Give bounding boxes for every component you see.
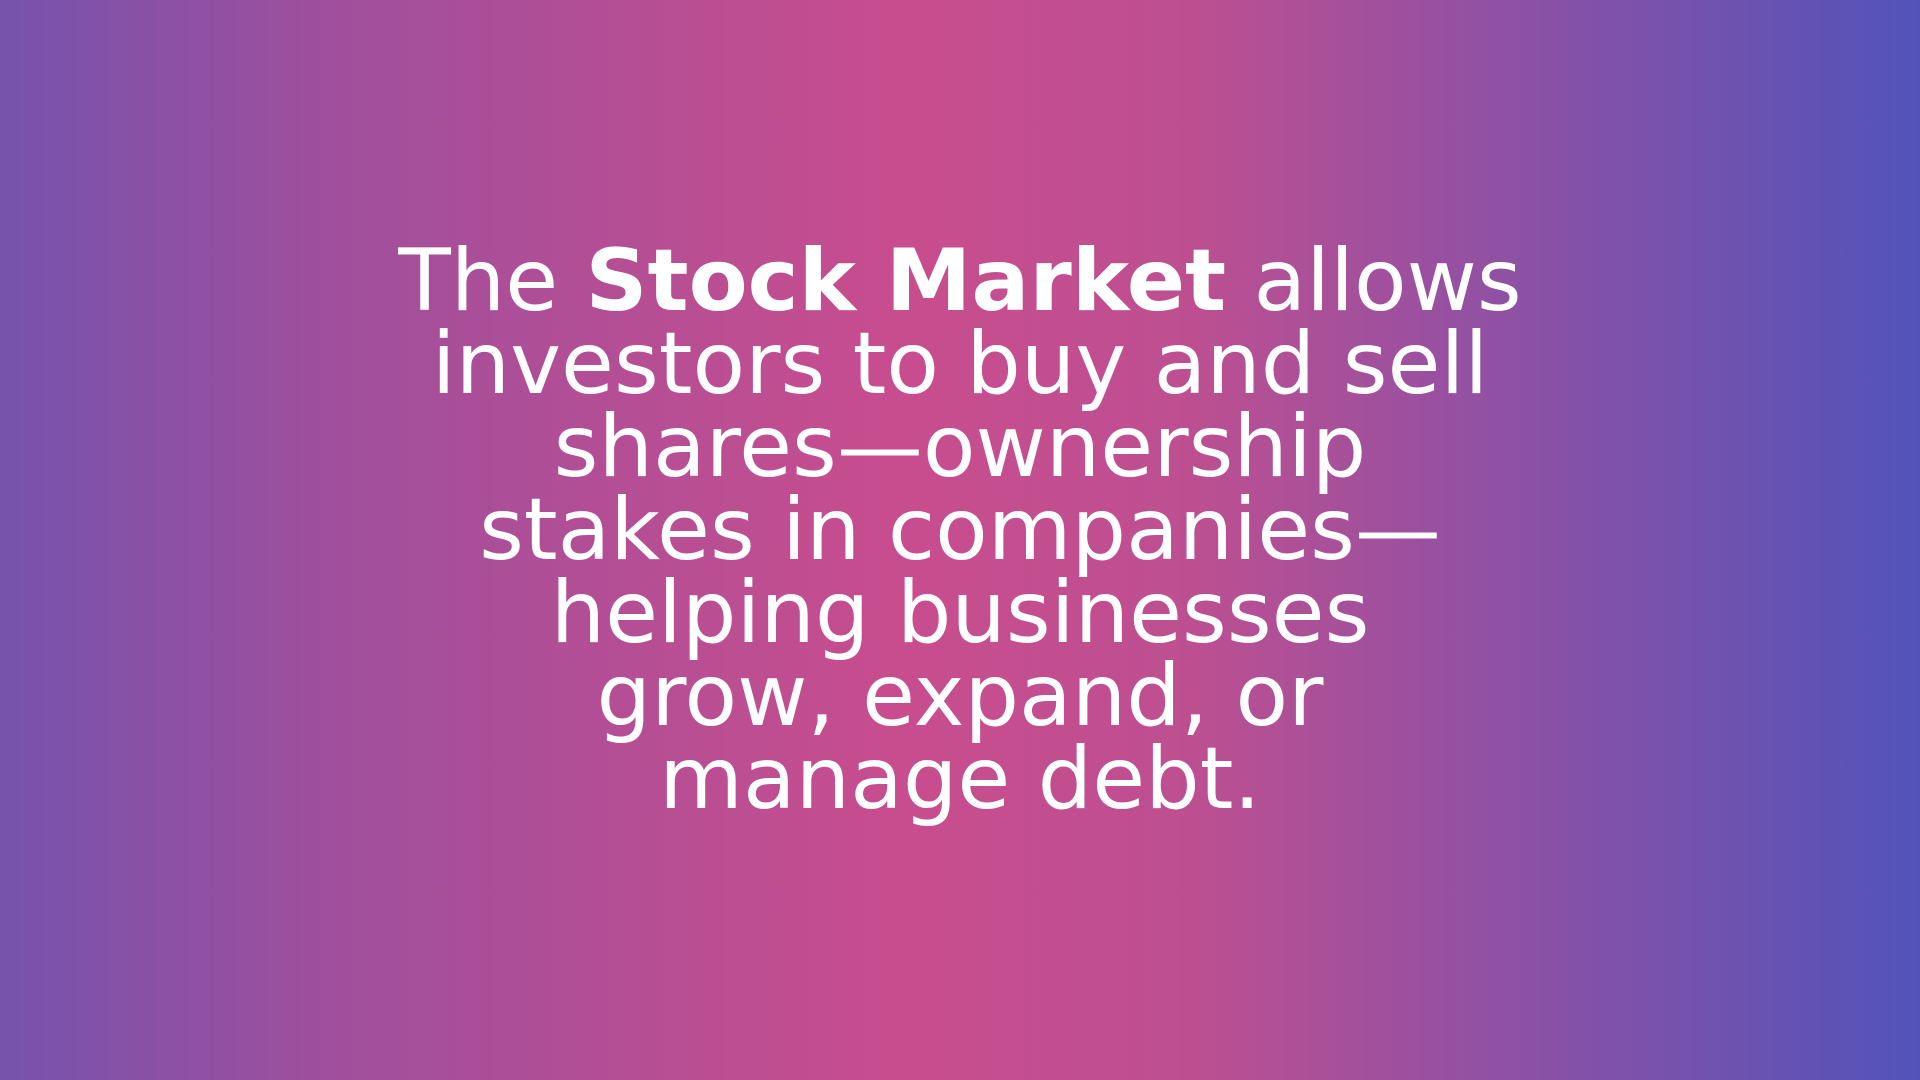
headline-line-1: The Stock Market allows: [0, 238, 1920, 324]
headline-line-3: shares—ownership: [553, 397, 1367, 497]
headline-line-7: manage debt.: [659, 729, 1261, 829]
headline-line-2: investors to buy and sell: [431, 314, 1489, 414]
headline-prefix: The: [398, 231, 586, 331]
headline-text: The Stock Market allows investors to buy…: [0, 238, 1920, 829]
headline-line-6: grow, expand, or: [596, 646, 1324, 746]
headline-line-5: helping businesses: [550, 563, 1370, 663]
headline-suffix: allows: [1226, 231, 1522, 331]
headline-line-4: stakes in companies—: [479, 480, 1441, 580]
headline-emphasis: Stock Market: [585, 231, 1227, 331]
